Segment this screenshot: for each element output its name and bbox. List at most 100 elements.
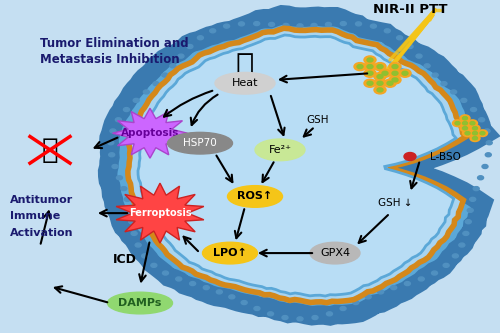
Circle shape (416, 54, 422, 58)
Circle shape (126, 208, 132, 212)
Circle shape (482, 165, 488, 168)
Circle shape (297, 24, 303, 28)
Circle shape (357, 65, 363, 69)
Circle shape (204, 286, 210, 290)
Circle shape (353, 301, 359, 305)
Text: LPO↑: LPO↑ (213, 248, 247, 258)
Text: Fe²⁺: Fe²⁺ (268, 145, 291, 155)
Circle shape (144, 90, 150, 94)
Text: L-BSO: L-BSO (430, 152, 461, 162)
Circle shape (459, 243, 465, 247)
Circle shape (404, 282, 410, 286)
Circle shape (465, 132, 470, 135)
Circle shape (450, 90, 456, 94)
Circle shape (468, 120, 477, 127)
Circle shape (108, 153, 114, 157)
Circle shape (312, 316, 318, 320)
Circle shape (443, 263, 449, 267)
Circle shape (216, 290, 222, 294)
Ellipse shape (215, 73, 275, 94)
Circle shape (472, 127, 478, 130)
Circle shape (418, 277, 424, 281)
Circle shape (470, 130, 480, 137)
Circle shape (460, 120, 470, 127)
Text: GSH: GSH (306, 115, 329, 125)
Circle shape (392, 71, 398, 75)
Circle shape (364, 56, 376, 64)
Circle shape (238, 22, 244, 26)
Circle shape (384, 29, 390, 33)
Ellipse shape (310, 242, 360, 264)
Circle shape (472, 132, 478, 135)
Text: Ferroptosis: Ferroptosis (128, 208, 192, 218)
Circle shape (392, 78, 398, 82)
Circle shape (387, 81, 393, 85)
Circle shape (470, 108, 476, 112)
Circle shape (356, 22, 362, 26)
Circle shape (365, 295, 371, 299)
Circle shape (452, 120, 462, 127)
Circle shape (254, 307, 260, 311)
Circle shape (470, 135, 480, 142)
Circle shape (424, 64, 430, 68)
Circle shape (466, 220, 471, 224)
Circle shape (462, 127, 468, 130)
Circle shape (210, 29, 216, 33)
Circle shape (187, 45, 193, 49)
Circle shape (461, 98, 467, 102)
Circle shape (452, 254, 458, 258)
Circle shape (153, 82, 159, 86)
Circle shape (407, 45, 413, 49)
Circle shape (190, 282, 196, 286)
Circle shape (367, 58, 373, 62)
Circle shape (441, 82, 447, 86)
Circle shape (460, 115, 470, 122)
Circle shape (377, 88, 383, 92)
Circle shape (370, 24, 376, 28)
Text: Tumor Elimination and: Tumor Elimination and (40, 37, 188, 50)
Circle shape (462, 117, 468, 120)
Circle shape (377, 75, 383, 79)
Ellipse shape (255, 139, 305, 161)
Circle shape (377, 81, 383, 85)
Circle shape (131, 231, 137, 235)
Text: GPX4: GPX4 (320, 248, 350, 258)
Circle shape (268, 22, 274, 26)
Circle shape (432, 73, 438, 77)
Circle shape (404, 153, 416, 161)
Circle shape (364, 63, 376, 71)
Circle shape (389, 63, 401, 71)
Ellipse shape (228, 186, 282, 207)
Circle shape (162, 271, 168, 275)
Circle shape (108, 141, 114, 145)
Circle shape (198, 36, 203, 40)
Circle shape (377, 65, 383, 69)
Circle shape (124, 108, 130, 112)
Circle shape (128, 220, 134, 224)
Circle shape (340, 307, 346, 311)
Circle shape (389, 76, 401, 84)
Circle shape (378, 290, 384, 294)
Circle shape (374, 63, 386, 71)
Circle shape (470, 197, 476, 201)
Circle shape (382, 71, 388, 75)
Text: Metastasis Inhibition: Metastasis Inhibition (40, 53, 179, 67)
Circle shape (311, 23, 317, 27)
Circle shape (229, 295, 235, 299)
Circle shape (224, 24, 230, 28)
Circle shape (432, 271, 438, 275)
Circle shape (124, 197, 130, 201)
Circle shape (116, 176, 122, 180)
Circle shape (367, 65, 373, 69)
Text: Apoptosis: Apoptosis (121, 128, 179, 138)
Circle shape (364, 69, 376, 77)
Circle shape (396, 36, 402, 40)
Circle shape (367, 71, 373, 75)
Circle shape (463, 231, 469, 235)
Circle shape (116, 118, 121, 122)
Circle shape (340, 22, 346, 26)
PathPatch shape (108, 15, 486, 316)
Circle shape (110, 129, 116, 133)
Circle shape (379, 69, 391, 77)
Text: Immune: Immune (10, 211, 60, 221)
